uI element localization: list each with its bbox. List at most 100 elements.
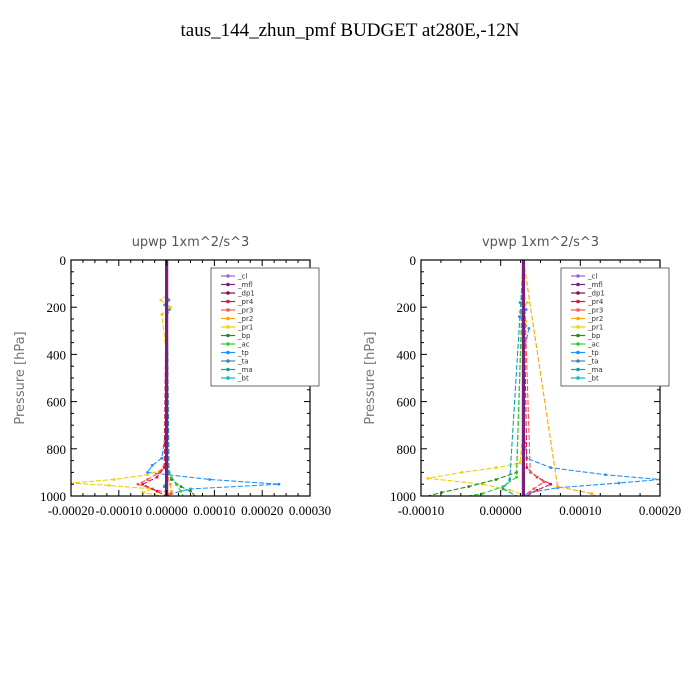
legend-marker [226, 359, 230, 363]
point-tp [603, 473, 607, 477]
point-bp [467, 485, 471, 488]
series-line-pr2 [522, 260, 596, 496]
legend-label: _pr3 [587, 307, 603, 315]
point-bp [169, 478, 173, 481]
point-pr1 [426, 476, 430, 480]
chart-panel-2: vpwp 1xm^2/s^3 Pressure [hPa] 0 200 400 600 80… [363, 235, 681, 518]
legend-marker [226, 350, 230, 355]
y-tick-label: 600 [47, 395, 67, 410]
legend-label: _ta [587, 358, 599, 366]
point-pr1 [160, 312, 164, 316]
legend-marker [226, 367, 230, 372]
legend-label: _ac [587, 341, 600, 349]
legend-label: _cl [587, 273, 597, 281]
legend-marker [226, 325, 230, 329]
point-tp [189, 487, 192, 491]
legend-marker [576, 291, 580, 295]
legend-marker [226, 308, 230, 312]
figure-title: taus_144_zhun_pmf BUDGET at280E,-12N [180, 20, 520, 41]
legend-marker [226, 342, 230, 346]
point-pr4 [141, 482, 145, 486]
point-pr1 [141, 491, 145, 494]
point-ma [162, 485, 166, 488]
y-tick-label: 200 [397, 300, 417, 315]
series-line-ac [468, 260, 524, 496]
legend-label: _bt [237, 375, 249, 383]
panel-title: vpwp 1xm^2/s^3 [482, 235, 599, 250]
y-tick-label: 0 [60, 253, 67, 268]
point-pr1 [107, 483, 111, 487]
legend-label: _pr4 [237, 298, 254, 306]
series-line-tp [518, 260, 660, 496]
y-tick-label: 800 [397, 442, 417, 457]
point-tp [617, 481, 621, 485]
x-tick-label: -0.00010 [96, 503, 143, 518]
series-line-pr3 [136, 260, 173, 496]
point-pr4 [155, 475, 159, 479]
legend-label: _pr4 [587, 298, 604, 306]
legend-label: _ta [237, 358, 249, 366]
y-tick-label: 0 [410, 253, 417, 268]
point-tp [146, 471, 149, 474]
point-pr1 [526, 301, 529, 304]
legend: _cl_mfl_dp1_pr4_pr3_pr2_pr1_bp_ac_tp_ta_… [560, 267, 670, 387]
legend-label: _tp [587, 349, 599, 357]
point-pr1 [159, 298, 163, 302]
point-pr1 [146, 473, 149, 477]
chart-panel-1: upwp 1xm^2/s^3 Pressure [hPa] 0 200 400 600 80… [13, 235, 331, 518]
legend-label: _ac [237, 341, 250, 349]
series-line-ma [502, 260, 524, 496]
point-pr3 [542, 480, 546, 484]
legend-label: _bt [587, 375, 599, 383]
y-tick-label: 600 [397, 395, 417, 410]
point-tp [549, 466, 553, 470]
legend-label: _mfl [587, 281, 603, 289]
legend-label: _dp1 [587, 290, 605, 298]
legend-marker [226, 274, 230, 278]
point-pr4 [162, 466, 166, 470]
point-pr4 [525, 466, 529, 470]
point-pr1 [494, 466, 498, 470]
point-ma [508, 478, 512, 481]
y-tick-label: 1000 [40, 489, 66, 504]
legend-label: _ma [587, 366, 603, 374]
point-tp [150, 463, 154, 467]
point-pr2 [590, 492, 594, 496]
legend-label: _tp [237, 349, 249, 357]
y-axis-label: Pressure [hPa] [363, 331, 378, 424]
legend-label: _pr2 [587, 315, 603, 323]
x-tick-label: -0.00020 [48, 503, 95, 518]
point-ac [179, 489, 183, 493]
y-tick-label: 200 [47, 300, 67, 315]
point-pr2 [169, 482, 172, 486]
legend-label: _cl [237, 273, 247, 281]
legend-label: _bp [237, 332, 251, 340]
point-pr1 [518, 461, 522, 465]
x-tick-label: 0.00000 [480, 503, 522, 518]
x-tick-label: 0.00020 [241, 503, 283, 518]
point-ac [515, 475, 518, 479]
point-bp [189, 489, 192, 493]
point-ma [501, 487, 505, 491]
point-pr3 [532, 487, 536, 491]
x-tick-label: -0.00010 [398, 503, 445, 518]
series-line-pr4 [141, 260, 168, 496]
legend-marker [576, 342, 580, 346]
legend-label: _mfl [237, 281, 253, 289]
point-pr3 [136, 482, 140, 486]
point-pr2 [169, 489, 173, 493]
legend-marker [576, 359, 580, 363]
point-ac [174, 482, 178, 486]
point-tp [160, 456, 164, 460]
x-tick-label: 0.00010 [193, 503, 235, 518]
legend-label: _pr2 [237, 315, 253, 323]
point-pr4 [155, 489, 159, 493]
point-bp [179, 485, 183, 488]
legend-marker [576, 350, 580, 355]
series-line-bp [166, 260, 196, 496]
point-bp [494, 478, 498, 481]
legend: _cl_mfl_dp1_pr4_pr3_pr2_pr1_bp_ac_tp_ta_… [210, 267, 320, 387]
point-tp [208, 478, 212, 481]
plot-area [426, 260, 660, 496]
